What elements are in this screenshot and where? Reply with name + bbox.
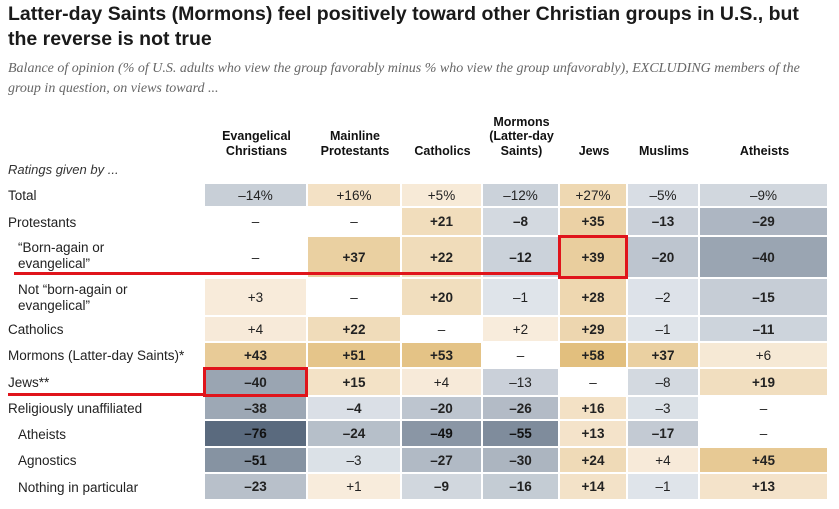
row-label: Not “born-again or evangelical”	[18, 282, 128, 313]
table-cell: +2	[483, 317, 560, 343]
column-header: Catholics	[414, 143, 471, 158]
table-cell: +28	[560, 279, 628, 317]
table-cell: +13	[700, 474, 829, 501]
table-cell: –49	[402, 421, 483, 448]
table-cell: –	[700, 421, 829, 448]
table-cell: +21	[402, 208, 483, 237]
table-cell: +3	[205, 279, 308, 317]
column-header: Muslims	[638, 143, 689, 158]
table-cell: –	[560, 369, 628, 397]
table-cell: –1	[628, 317, 700, 343]
row-label: Jews**	[8, 375, 50, 390]
table-cell: –8	[483, 208, 560, 237]
table-cell: –9%	[700, 184, 829, 208]
table-cell: –38	[205, 397, 308, 421]
table-cell: +27%	[560, 184, 628, 208]
highlight-underline	[8, 393, 206, 396]
row-label: Nothing in particular	[18, 480, 139, 495]
table-cell: –16	[483, 474, 560, 501]
highlight-box	[558, 235, 628, 279]
table-cell: +4	[402, 369, 483, 397]
table-cell: –3	[308, 448, 402, 474]
table-cell: –9	[402, 474, 483, 501]
table-cell: +20	[402, 279, 483, 317]
table-cell: –	[205, 208, 308, 237]
table-cell: –30	[483, 448, 560, 474]
table-cell: –11	[700, 317, 829, 343]
table-cell: +43	[205, 343, 308, 369]
column-header: Evangelical Christians	[222, 129, 291, 158]
table-cell: –23	[205, 474, 308, 501]
row-label: Religiously unaffiliated	[8, 401, 143, 416]
column-header: Atheists	[739, 143, 790, 158]
column-header: Jews	[578, 143, 610, 158]
table-cell: +1	[308, 474, 402, 501]
column-header: Mormons (Latter-day Saints)	[489, 114, 554, 158]
row-label: Atheists	[18, 427, 67, 442]
table-cell: –13	[628, 208, 700, 237]
table-cell: +53	[402, 343, 483, 369]
table-cell: –	[700, 397, 829, 421]
table-cell: –4	[308, 397, 402, 421]
row-label: Agnostics	[18, 453, 77, 468]
table-cell: +39	[560, 237, 628, 279]
table-cell: –26	[483, 397, 560, 421]
table-cell: +14	[560, 474, 628, 501]
table-cell: +4	[628, 448, 700, 474]
row-label: Total	[8, 188, 37, 203]
table-cell: –	[402, 317, 483, 343]
table-cell: +4	[205, 317, 308, 343]
column-header: Mainline Protestants	[320, 129, 390, 158]
table-cell: –	[308, 279, 402, 317]
table-cell: –27	[402, 448, 483, 474]
table-cell: –55	[483, 421, 560, 448]
table-cell: –12%	[483, 184, 560, 208]
table-cell: +29	[560, 317, 628, 343]
chart-title: Latter-day Saints (Mormons) feel positiv…	[8, 3, 799, 50]
table-cell: +22	[308, 317, 402, 343]
table-cell: –20	[628, 237, 700, 279]
table-cell: +16%	[308, 184, 402, 208]
table-cell: +19	[700, 369, 829, 397]
table-cell: –	[308, 208, 402, 237]
chart-subtitle: Balance of opinion (% of U.S. adults who…	[8, 61, 800, 96]
table-cell: +24	[560, 448, 628, 474]
highlight-box	[203, 367, 308, 397]
table-cell: –14%	[205, 184, 308, 208]
table-cell: +37	[628, 343, 700, 369]
table-cell: +13	[560, 421, 628, 448]
table-cell: –17	[628, 421, 700, 448]
table-cell: +58	[560, 343, 628, 369]
table-cell: –1	[483, 279, 560, 317]
highlight-underline	[14, 272, 561, 275]
table-cell: –2	[628, 279, 700, 317]
table-cell: –	[483, 343, 560, 369]
table-cell: –5%	[628, 184, 700, 208]
table-cell: +51	[308, 343, 402, 369]
row-label: Protestants	[8, 215, 77, 230]
table-cell: –51	[205, 448, 308, 474]
table-cell: +35	[560, 208, 628, 237]
table-cell: –13	[483, 369, 560, 397]
table-cell: +6	[700, 343, 829, 369]
table-cell: +45	[700, 448, 829, 474]
table-cell: +16	[560, 397, 628, 421]
table-cell: –40	[700, 237, 829, 279]
table-cell: –3	[628, 397, 700, 421]
table-cell: –15	[700, 279, 829, 317]
table-cell: –24	[308, 421, 402, 448]
table-cell: +5%	[402, 184, 483, 208]
row-label: “Born-again or evangelical”	[18, 240, 105, 271]
row-label: Mormons (Latter-day Saints)*	[8, 348, 185, 363]
table-cell: –40	[205, 369, 308, 397]
ratings-given-by-label: Ratings given by ...	[8, 162, 119, 177]
table-cell: +15	[308, 369, 402, 397]
table-cell: –76	[205, 421, 308, 448]
row-label: Catholics	[8, 322, 64, 337]
table-cell: –20	[402, 397, 483, 421]
table-cell: –29	[700, 208, 829, 237]
table-cell: –1	[628, 474, 700, 501]
table-cell: –8	[628, 369, 700, 397]
